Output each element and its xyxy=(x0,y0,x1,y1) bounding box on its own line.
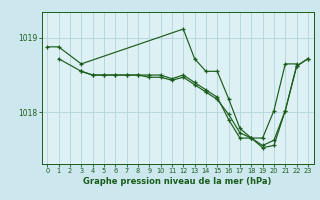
X-axis label: Graphe pression niveau de la mer (hPa): Graphe pression niveau de la mer (hPa) xyxy=(84,177,272,186)
